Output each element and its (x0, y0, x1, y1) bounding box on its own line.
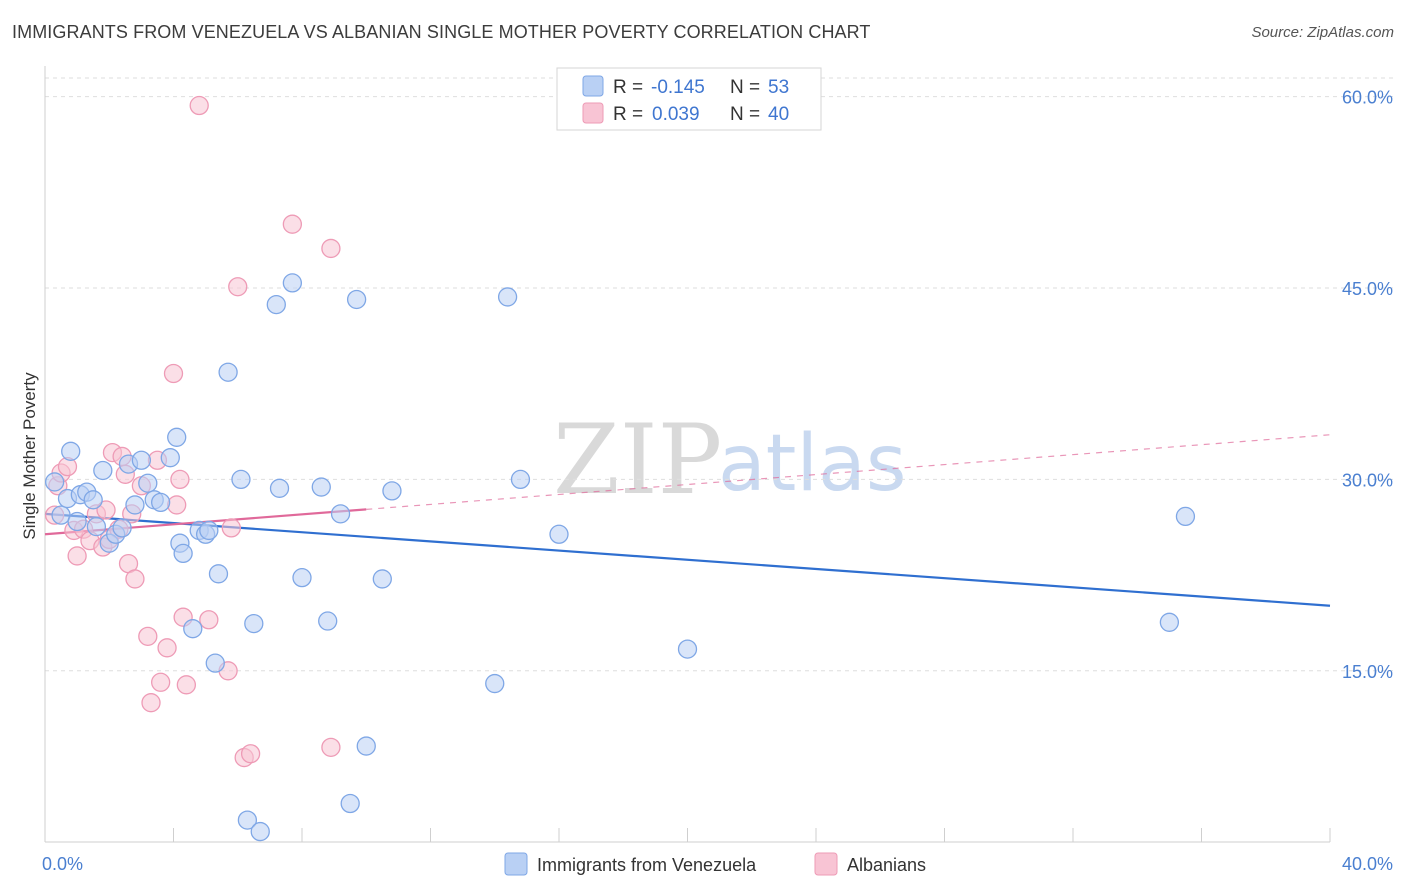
legend-r-value-albanians: 0.039 (652, 104, 700, 125)
series-legend-label-venezuela: Immigrants from Venezuela (537, 855, 757, 875)
albanians-point (321, 737, 341, 758)
albanians-point (167, 495, 187, 515)
albanians-point (240, 744, 261, 764)
albanians-point (228, 277, 248, 297)
venezuela-point (244, 613, 264, 634)
y-tick-label: 60.0% (1342, 88, 1393, 108)
venezuela-point (266, 294, 286, 315)
venezuela-point (318, 611, 338, 631)
venezuela-point (150, 492, 171, 513)
legend-n-label-venezuela: N = (730, 77, 760, 98)
venezuela-points (44, 273, 1196, 842)
venezuela-point (250, 821, 270, 842)
legend-r-label-albanians: R = (613, 104, 643, 125)
albanians-point (189, 95, 209, 116)
albanians-point (125, 569, 145, 589)
venezuela-point (1159, 612, 1180, 632)
venezuela-point (1175, 506, 1196, 527)
series-legend-swatch-venezuela (504, 852, 528, 876)
albanians-point (67, 546, 87, 566)
venezuela-point (372, 569, 392, 589)
albanians-point (170, 469, 190, 490)
venezuela-point (346, 289, 367, 310)
venezuela-point (112, 518, 132, 538)
legend-n-value-albanians: 40 (768, 104, 789, 125)
venezuela-point (138, 473, 158, 493)
chart-title: IMMIGRANTS FROM VENEZUELA VS ALBANIAN SI… (12, 22, 871, 42)
venezuela-point (677, 639, 698, 659)
legend-swatch-albanians (582, 102, 604, 124)
venezuela-point (183, 619, 203, 639)
venezuela-point (356, 736, 376, 756)
legend-r-label-venezuela: R = (613, 77, 643, 98)
venezuela-point (51, 505, 71, 525)
venezuela-point (510, 469, 531, 490)
albanians-point (321, 238, 341, 259)
venezuela-point (237, 810, 258, 830)
venezuela-point (173, 543, 193, 564)
venezuela-point (218, 362, 238, 382)
albanians-point (199, 610, 219, 630)
y-tick-label: 15.0% (1342, 662, 1393, 682)
albanians-point (282, 214, 303, 234)
gridlines (45, 77, 1395, 672)
albanians-point (176, 675, 197, 695)
y-tick-label: 30.0% (1342, 470, 1393, 490)
watermark: ZIP atlas (553, 404, 907, 516)
venezuela-point (125, 495, 145, 515)
albanians-point (221, 518, 241, 538)
venezuela-point (292, 568, 312, 588)
series-legend-swatch-albanians (814, 852, 838, 876)
albanians-point (141, 693, 161, 713)
albanians-point (138, 626, 158, 646)
legend-r-value-venezuela: -0.145 (651, 77, 705, 98)
legend-n-value-venezuela: 53 (768, 77, 789, 98)
venezuela-point (44, 472, 65, 492)
venezuela-point (167, 427, 187, 447)
venezuela-point (549, 524, 569, 544)
albanians-point (163, 363, 184, 384)
venezuela-point (93, 460, 113, 481)
venezuela-point (131, 450, 152, 470)
venezuela-point (199, 520, 219, 541)
legend-swatch-venezuela (582, 75, 604, 97)
albanians-point (150, 672, 171, 692)
albanians-trend-line-extension (366, 434, 1331, 510)
series-legend: Immigrants from Venezuela Albanians (504, 852, 926, 876)
y-axis-label: Single Mother Poverty (20, 372, 39, 540)
albanians-point (157, 638, 177, 658)
x-tick-label: 40.0% (1342, 854, 1393, 874)
venezuela-point (282, 273, 303, 293)
venezuela-point (160, 448, 180, 468)
venezuela-point (340, 793, 360, 814)
tick-labels: 15.0% 30.0% 45.0% 60.0% 0.0% 40.0% (42, 88, 1393, 874)
venezuela-point (86, 516, 107, 537)
albanians-point (96, 500, 116, 520)
venezuela-point (83, 490, 103, 510)
series-legend-label-albanians: Albanians (847, 855, 926, 875)
source-credit: Source: ZipAtlas.com (1251, 24, 1394, 41)
x-tick-label: 0.0% (42, 854, 83, 874)
legend-n-label-albanians: N = (730, 104, 760, 125)
axes (44, 66, 1331, 843)
venezuela-point (67, 511, 87, 532)
venezuela-point (61, 441, 81, 461)
venezuela-point (231, 469, 251, 490)
venezuela-point (382, 481, 402, 501)
venezuela-point (311, 477, 331, 497)
venezuela-point (269, 478, 290, 498)
venezuela-point (208, 564, 229, 584)
venezuela-point (330, 504, 351, 524)
watermark-zip: ZIP (553, 404, 722, 516)
albanians-points (44, 95, 341, 768)
venezuela-point (497, 287, 518, 307)
y-tick-label: 45.0% (1342, 279, 1393, 299)
venezuela-point (485, 673, 505, 694)
stats-legend: R = -0.145 N = 53 R = 0.039 N = 40 (556, 67, 822, 131)
venezuela-trend-line (44, 512, 1331, 607)
watermark-atlas: atlas (718, 419, 907, 509)
venezuela-point (205, 653, 225, 673)
